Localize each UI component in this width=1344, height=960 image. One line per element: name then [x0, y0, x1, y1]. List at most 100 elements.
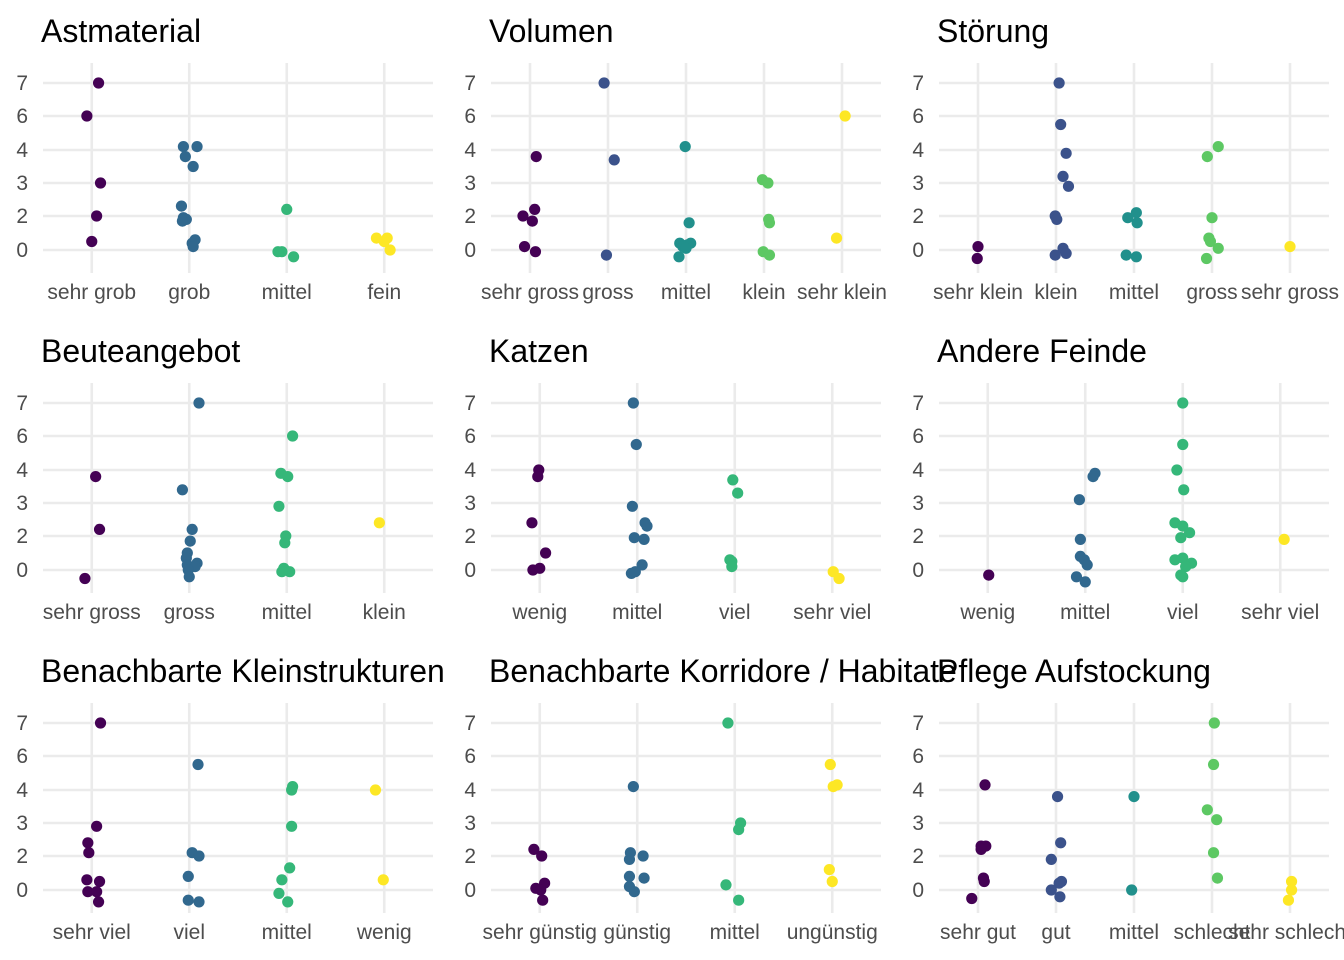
point-mittel [1073, 494, 1085, 506]
x-tick-label-mittel: mittel [262, 281, 312, 304]
point-mittel [276, 566, 288, 578]
point-sehr-klein [830, 232, 843, 244]
y-tick-label: 4 [16, 779, 28, 802]
point-mittel [1079, 576, 1091, 588]
point-gut [1051, 791, 1064, 803]
panel-title: Störung [937, 13, 1049, 49]
point-wenig [540, 547, 552, 559]
point-mittel [272, 246, 284, 258]
point-mittel [1120, 249, 1132, 261]
point-viel [1175, 532, 1187, 544]
point-gross [1212, 141, 1224, 153]
y-tick-label: 4 [912, 459, 924, 482]
y-tick-label: 2 [16, 525, 28, 548]
y-tick-label: 3 [464, 172, 476, 195]
point-gross [1200, 252, 1213, 265]
panel-title: Katzen [489, 333, 589, 369]
point-sehr-gross [79, 572, 91, 585]
point-sehr-gross [93, 523, 106, 536]
point-klein [1051, 213, 1063, 225]
point-mittel [1070, 571, 1083, 583]
point-mittel [733, 824, 745, 836]
panel-astmaterial: 0 2 3 4 6 7 sehr grob grob mittel fein Astmaterial [16, 13, 433, 304]
x-tick-label-sehr-gross: sehr gross [1241, 281, 1339, 304]
panel-benachbarte-kleinstrukturen: 0 2 3 4 6 7 sehr viel viel mittel wenig Benachbart… [16, 653, 444, 944]
x-tick-label-mittel: mittel [1109, 921, 1159, 944]
x-tick-label-sehr-viel: sehr viel [1241, 601, 1319, 624]
x-tick-label-wenig: wenig [511, 601, 567, 624]
y-tick-label: 0 [912, 879, 924, 902]
point-sehr-viel [91, 820, 103, 832]
point-mittel [733, 894, 745, 906]
point-viel [1178, 484, 1190, 496]
point-sehr-klein [971, 252, 983, 265]
x-tick-label-wenig: wenig [959, 601, 1015, 624]
y-tick-label: 2 [912, 845, 924, 868]
point-wenig [983, 569, 995, 581]
x-tick-label-sehr-gross: sehr gross [43, 601, 141, 624]
point-viel [182, 894, 194, 906]
point-mittel [1126, 884, 1138, 896]
point-sehr-guenstig [528, 843, 540, 856]
x-tick-label-fein: fein [367, 281, 401, 304]
y-tick-label: 7 [912, 72, 924, 95]
point-mittel [1081, 559, 1093, 571]
point-sehr-klein [839, 110, 851, 122]
x-tick-label-sehr-viel: sehr viel [53, 921, 131, 944]
point-viel [1171, 464, 1183, 476]
y-tick-label: 6 [912, 425, 924, 448]
x-tick-label-sehr-guenstig: sehr günstig [483, 921, 597, 944]
point-gross [176, 484, 189, 496]
point-sehr-gross [529, 203, 541, 215]
point-viel [726, 561, 738, 573]
point-mittel [1074, 533, 1086, 546]
point-mittel [673, 251, 685, 263]
x-tick-label-gross: gross [164, 601, 215, 624]
point-mittel [1130, 251, 1142, 263]
point-grob [176, 215, 189, 227]
point-gut [1045, 884, 1057, 896]
point-viel [1177, 438, 1189, 451]
point-sehr-grob [92, 77, 105, 89]
y-tick-label: 4 [464, 779, 476, 802]
point-sehr-gross [517, 210, 529, 222]
point-mittel [680, 242, 692, 254]
y-tick-label: 2 [464, 845, 476, 868]
y-tick-label: 2 [912, 205, 924, 228]
point-sehr-gross [90, 471, 102, 483]
point-sehr-gross [518, 241, 531, 253]
point-klein [1057, 170, 1069, 182]
point-grob [187, 241, 199, 253]
point-mittel [1122, 212, 1134, 224]
x-tick-label-sehr-viel: sehr viel [793, 601, 871, 624]
x-tick-label-sehr-gut: sehr gut [940, 921, 1016, 944]
panel-katzen: 0 2 3 4 6 7 wenig mittel viel sehr viel Katzen [464, 333, 881, 624]
y-tick-label: 4 [464, 139, 476, 162]
point-mittel [284, 566, 296, 578]
point-viel [193, 896, 205, 908]
point-sehr-gross [530, 151, 542, 163]
point-gross [1204, 235, 1217, 248]
y-tick-label: 7 [912, 712, 924, 735]
point-sehr-gross [526, 215, 538, 227]
x-tick-label-mittel: mittel [1060, 601, 1110, 624]
point-viel [1183, 527, 1196, 539]
point-schlecht [1207, 758, 1220, 771]
point-wenig [369, 784, 382, 796]
x-tick-label-mittel: mittel [612, 601, 662, 624]
point-sehr-guenstig [536, 850, 548, 862]
point-grob [187, 160, 199, 173]
panel-title: Benachbarte Korridore / Habitate [489, 653, 957, 689]
point-sehr-viel [91, 886, 103, 898]
x-tick-label-schlecht: schlecht [1173, 921, 1250, 944]
y-tick-label: 4 [16, 459, 28, 482]
point-wenig [532, 471, 544, 483]
point-gross [183, 571, 195, 583]
y-tick-label: 6 [912, 745, 924, 768]
x-tick-label-viel: viel [173, 921, 205, 944]
y-tick-label: 6 [464, 105, 476, 128]
point-viel [732, 487, 744, 499]
